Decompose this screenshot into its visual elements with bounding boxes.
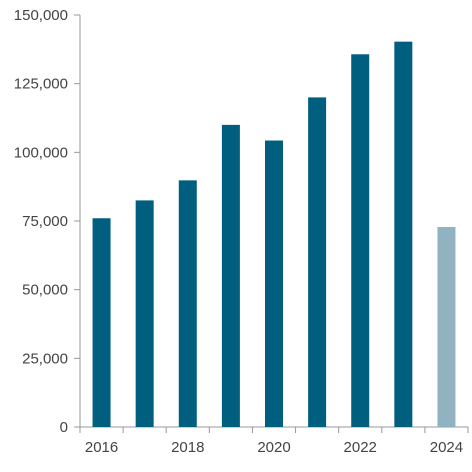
x-tick-label: 2016 (85, 439, 118, 456)
bar-2016 (92, 218, 111, 427)
y-tick-label: 100,000 (14, 144, 68, 161)
bar-2018 (178, 180, 197, 427)
bar-2021 (308, 97, 327, 428)
bar-2023 (394, 41, 413, 427)
bar-2017 (135, 200, 154, 427)
y-tick-label: 0 (60, 419, 68, 436)
bars (92, 41, 456, 428)
y-tick-label: 25,000 (22, 350, 68, 367)
y-tick-label: 50,000 (22, 282, 68, 299)
x-tick-label: 2018 (171, 439, 204, 456)
bar-2022 (351, 54, 370, 427)
bar-2024 (437, 227, 456, 427)
x-tick-label: 2024 (430, 439, 463, 456)
bar-2019 (221, 124, 240, 427)
y-tick-label: 150,000 (14, 7, 68, 24)
y-axis: 0 25,000 50,000 75,000 100,000 125,000 150,000 (14, 7, 81, 436)
y-tick-label: 75,000 (22, 213, 68, 230)
x-tick-label: 2022 (344, 439, 377, 456)
bar-2020 (265, 140, 283, 428)
y-tick-label: 125,000 (14, 76, 68, 93)
x-axis: 2016 2018 2020 2022 2024 (79, 426, 469, 456)
x-tick-label: 2020 (257, 439, 290, 456)
